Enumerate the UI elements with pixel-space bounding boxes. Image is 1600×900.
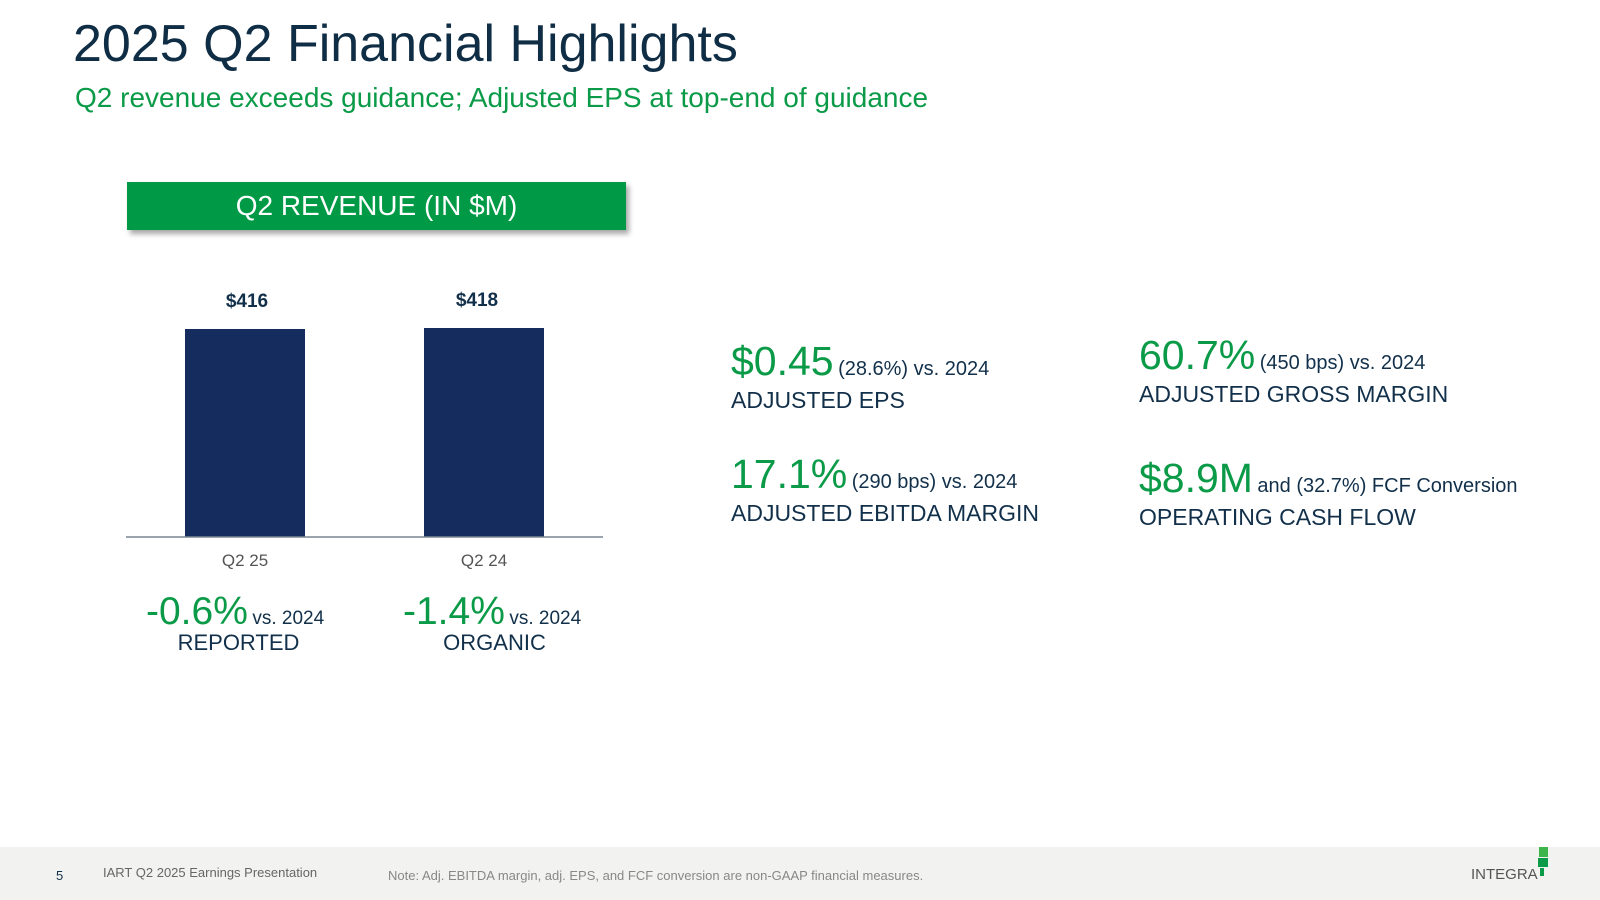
metric-detail: (28.6%) vs. 2024 [838,358,990,380]
metric-label: ADJUSTED GROSS MARGIN [1139,381,1449,407]
metric-value: 60.7% [1139,332,1256,378]
metric-label: OPERATING CASH FLOW [1139,504,1416,530]
bar-q2-25 [185,329,305,537]
data-label: $418 [456,290,498,311]
integra-logo: INTEGRA [1471,866,1538,883]
presentation-name: IART Q2 2025 Earnings Presentation [103,865,318,880]
metric-value: $0.45 [731,338,834,384]
reported-suffix: vs. 2024 [252,608,325,629]
metric-ebitda-margin: 17.1% (290 bps) vs. 2024 ADJUSTED EBITDA… [731,451,1039,527]
data-label: $416 [226,291,268,312]
reported-label: REPORTED [177,630,300,655]
reported-value: -0.6% [146,590,248,633]
page-number: 5 [56,868,64,883]
integra-logo-mark-icon [1538,847,1548,876]
x-tick-label: Q2 24 [461,551,507,570]
metric-adjusted-eps: $0.45 (28.6%) vs. 2024 ADJUSTED EPS [731,338,989,414]
x-tick-label: Q2 25 [222,551,268,570]
metric-gross-margin: 60.7% (450 bps) vs. 2024 ADJUSTED GROSS … [1139,332,1448,408]
organic-value: -1.4% [403,590,505,633]
page-title: 2025 Q2 Financial Highlights [73,15,738,73]
organic-suffix: vs. 2024 [509,608,582,629]
metric-detail: (450 bps) vs. 2024 [1259,352,1426,374]
page-subtitle: Q2 revenue exceeds guidance; Adjusted EP… [75,82,929,113]
metric-value: $8.9M [1139,455,1253,501]
metric-value: 17.1% [731,451,848,497]
metric-operating-cash-flow: $8.9M and (32.7%) FCF Conversion OPERATI… [1139,455,1518,531]
metric-detail: (290 bps) vs. 2024 [851,471,1018,493]
chart-title: Q2 REVENUE (IN $M) [127,182,626,230]
metric-label: ADJUSTED EBITDA MARGIN [731,500,1039,526]
footnote: Note: Adj. EBITDA margin, adj. EPS, and … [388,868,924,883]
metric-detail: and (32.7%) FCF Conversion [1257,475,1518,497]
metric-label: ADJUSTED EPS [731,387,905,413]
organic-label: ORGANIC [443,630,546,655]
bar-q2-24 [424,328,544,537]
organic-stat: -1.4% vs. 2024 ORGANIC [403,590,603,656]
reported-stat: -0.6% vs. 2024 REPORTED [146,590,346,656]
footer: 5 IART Q2 2025 Earnings Presentation Not… [0,847,1600,900]
